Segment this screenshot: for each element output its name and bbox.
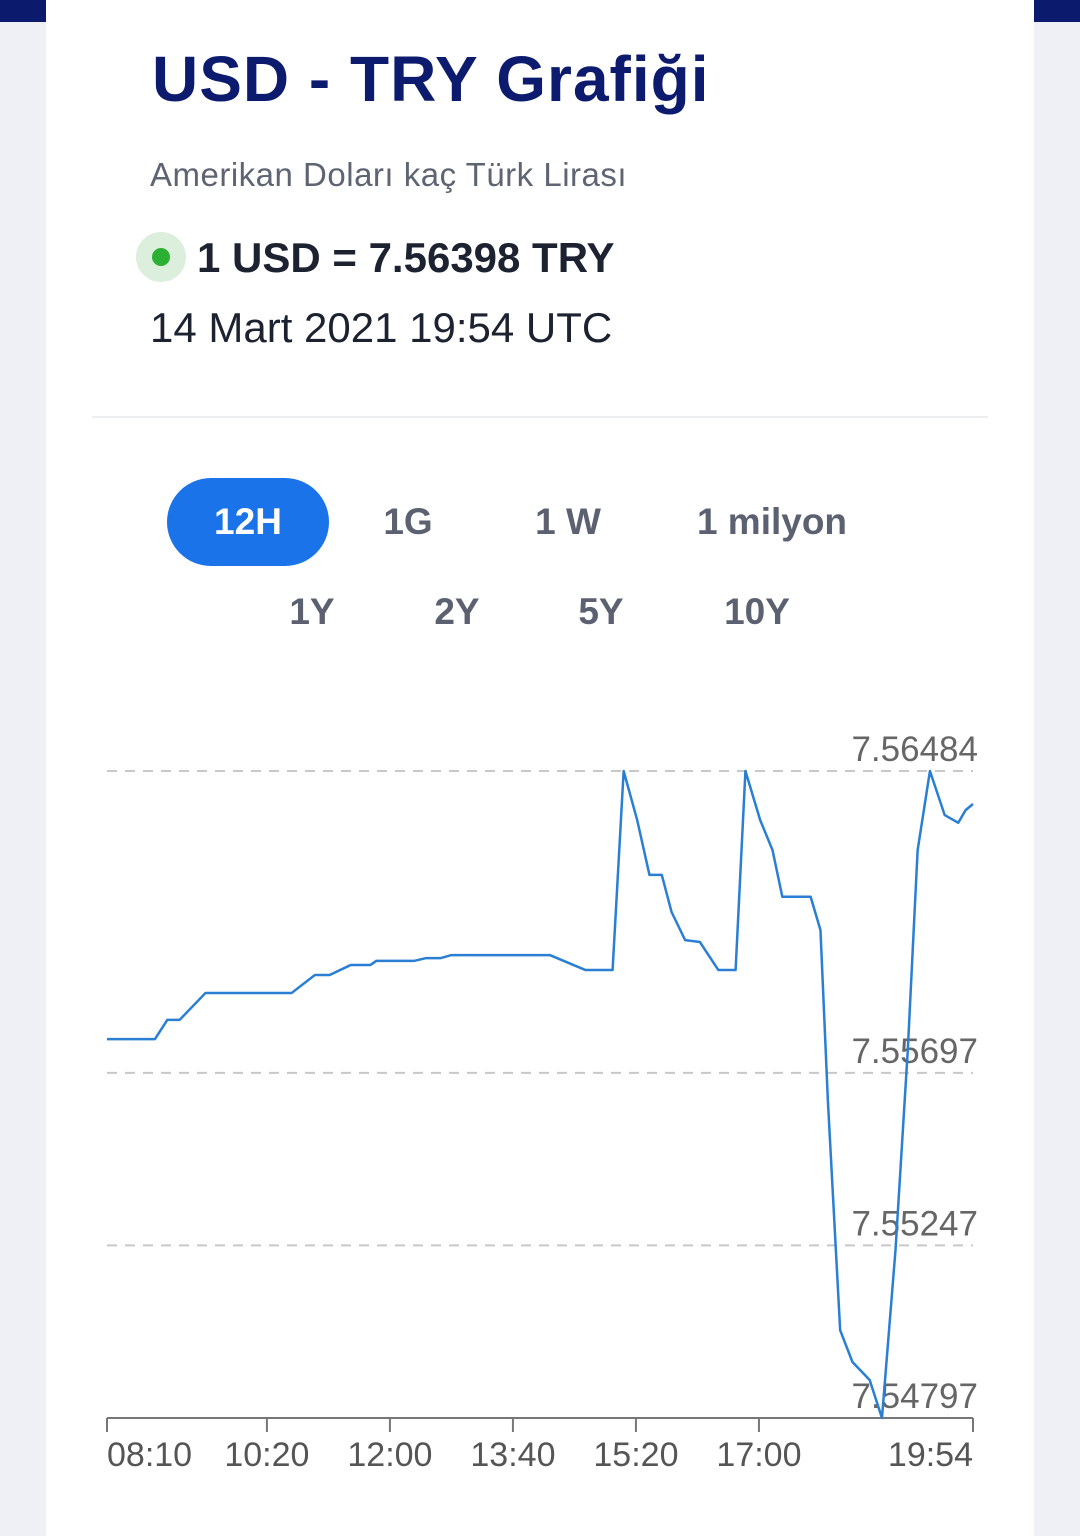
range-tab[interactable]: 1G [383,501,433,542]
corner [1034,0,1080,22]
title: USD - TRY Grafiği [152,43,710,115]
corner [0,0,46,22]
x-tick-label: 15:20 [593,1436,678,1474]
range-tab[interactable]: 1Y [289,591,335,632]
x-tick-label: 10:20 [224,1436,309,1474]
y-tick-label: 7.55247 [851,1204,978,1243]
x-tick-label: 13:40 [470,1436,555,1474]
live-dot [136,232,186,282]
range-tab[interactable]: 12H [167,478,329,566]
separator [92,416,988,418]
y-tick-label: 7.54797 [851,1377,978,1416]
range-tab[interactable]: 1 W [535,501,601,542]
range-tab[interactable]: 1 milyon [696,501,848,542]
x-tick-label: 19:54 [888,1436,973,1474]
range-tab[interactable]: 5Y [578,591,624,632]
range-tab[interactable]: 2Y [434,591,480,632]
x-tick-label: 08:10 [107,1436,192,1474]
subtitle: Amerikan Doları kaç Türk Lirası [150,156,628,193]
timestamp: 14 Mart 2021 19:54 UTC [150,304,613,351]
card: USD - TRY Grafiği Amerikan Doları kaç Tü… [46,0,1034,1536]
y-tick-label: 7.56484 [851,730,978,769]
rate: 1 USD = 7.56398 TRY [197,234,615,281]
price-line [107,769,974,1420]
range-tab[interactable]: 10Y [724,591,790,632]
x-tick-label: 12:00 [347,1436,432,1474]
y-tick-label: 7.55697 [851,1032,978,1071]
x-tick-label: 17:00 [716,1436,801,1474]
